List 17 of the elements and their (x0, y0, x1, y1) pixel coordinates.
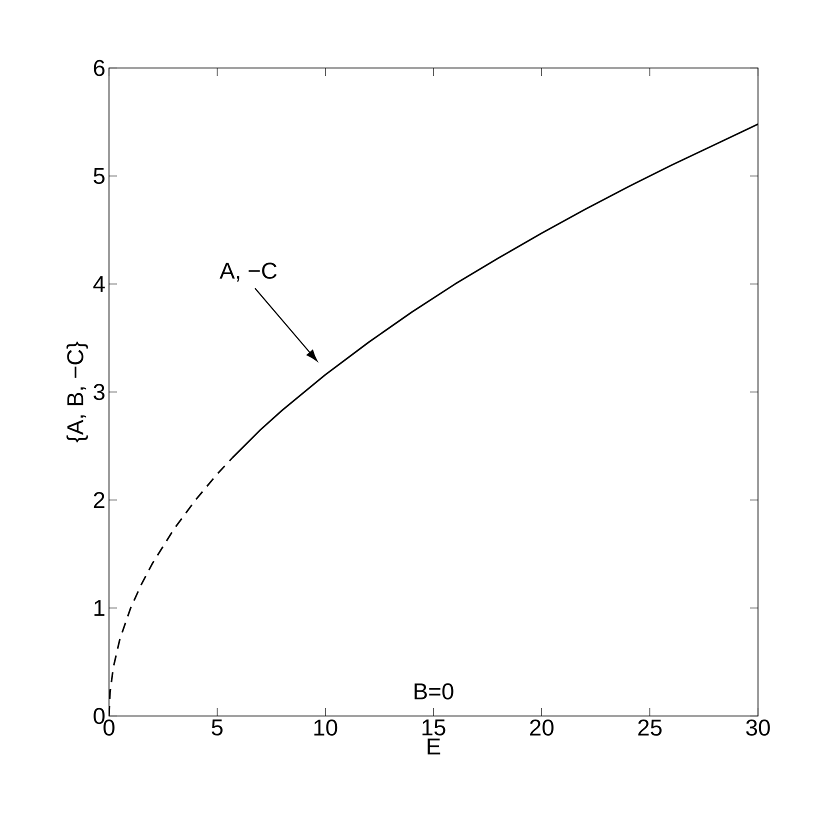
x-tick-label: 30 (746, 720, 770, 736)
y-tick-label: 0 (94, 708, 105, 724)
y-tick-label: 1 (94, 600, 104, 616)
annotation: B=0 (414, 683, 454, 700)
x-tick-label: 20 (530, 720, 554, 736)
y-axis-title: {A, B, −C} (66, 342, 88, 442)
x-tick-label: 10 (314, 720, 338, 736)
x-tick-label: 5 (212, 720, 223, 736)
x-axis-title: E (428, 738, 440, 754)
y-tick-label: 6 (94, 60, 104, 76)
y-tick-label: 4 (93, 276, 105, 292)
annotation: A, −C (220, 262, 277, 282)
y-tick-label: 2 (94, 492, 104, 508)
x-tick-label: 15 (422, 720, 446, 736)
y-tick-label: 3 (94, 384, 104, 400)
x-tick-label: 25 (638, 720, 662, 736)
y-tick-label: 5 (94, 168, 105, 184)
